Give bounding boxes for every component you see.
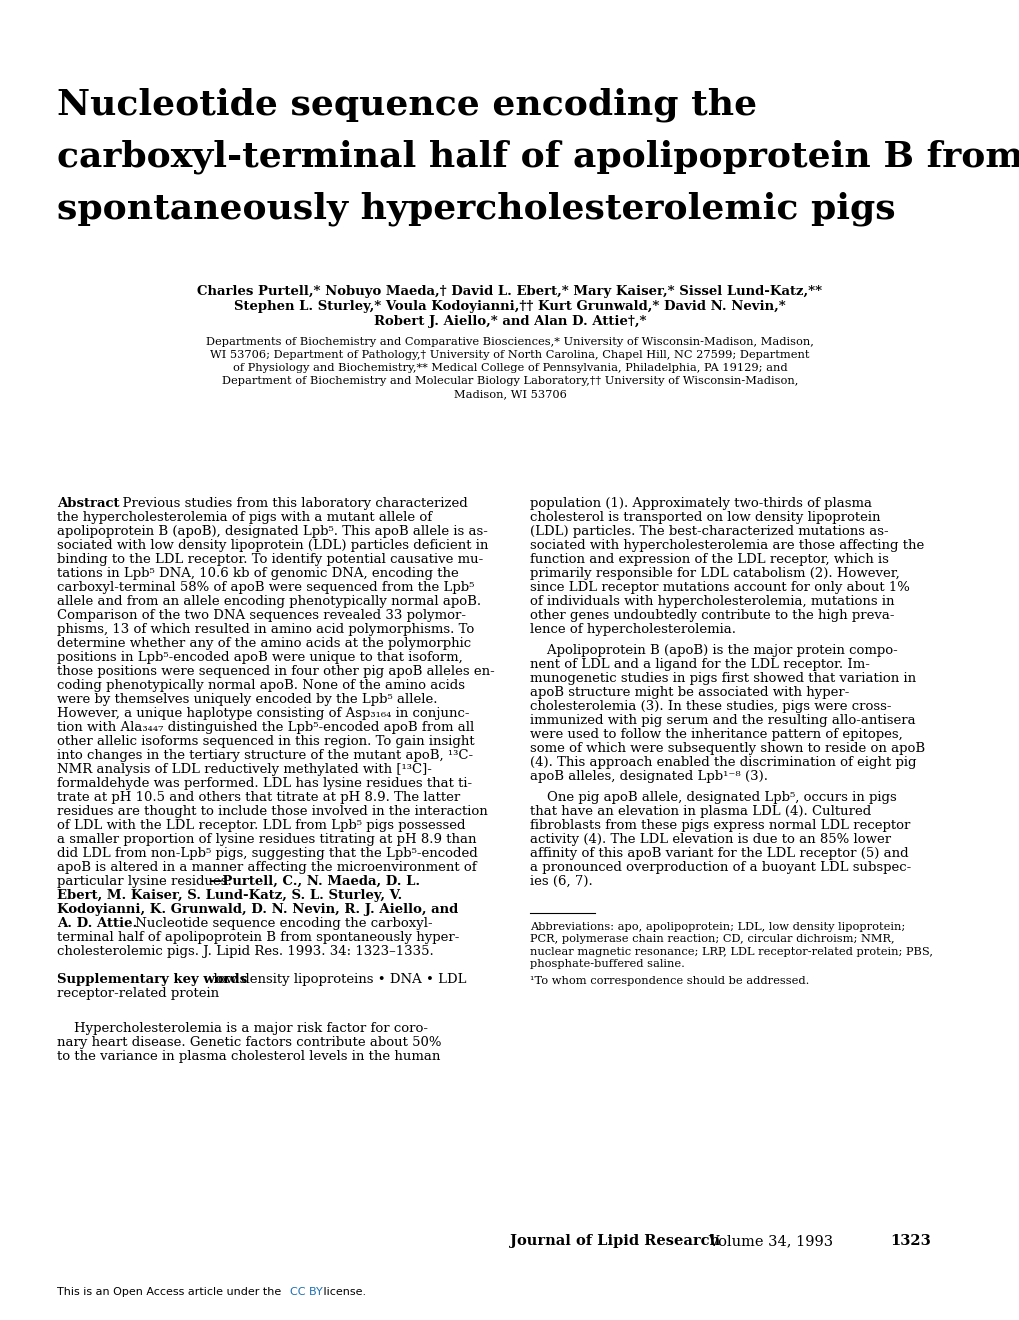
Text: of LDL with the LDL receptor. LDL from Lpb⁵ pigs possessed: of LDL with the LDL receptor. LDL from L… [57, 818, 465, 832]
Text: Previous studies from this laboratory characterized: Previous studies from this laboratory ch… [114, 498, 468, 510]
Text: nent of LDL and a ligand for the LDL receptor. Im-: nent of LDL and a ligand for the LDL rec… [530, 657, 869, 671]
Text: tion with Ala₃₄₄₇ distinguished the Lpb⁵-encoded apoB from all: tion with Ala₃₄₄₇ distinguished the Lpb⁵… [57, 721, 474, 734]
Text: some of which were subsequently shown to reside on apoB: some of which were subsequently shown to… [530, 742, 924, 755]
Text: fibroblasts from these pigs express normal LDL receptor: fibroblasts from these pigs express norm… [530, 818, 910, 832]
Text: Journal of Lipid Research: Journal of Lipid Research [510, 1234, 719, 1247]
Text: Nucleotide sequence encoding the: Nucleotide sequence encoding the [57, 88, 756, 123]
Text: cholesterolemic pigs. J. Lipid Res. 1993. 34: 1323–1335.: cholesterolemic pigs. J. Lipid Res. 1993… [57, 945, 433, 958]
Text: low density lipoproteins • DNA • LDL: low density lipoproteins • DNA • LDL [205, 973, 466, 986]
Text: receptor-related protein: receptor-related protein [57, 987, 219, 1001]
Text: One pig apoB allele, designated Lpb⁵, occurs in pigs: One pig apoB allele, designated Lpb⁵, oc… [530, 791, 896, 804]
Text: Departments of Biochemistry and Comparative Biosciences,* University of Wisconsi: Departments of Biochemistry and Comparat… [206, 337, 813, 347]
Text: carboxyl-terminal half of apolipoprotein B from: carboxyl-terminal half of apolipoprotein… [57, 140, 1019, 174]
Text: trate at pH 10.5 and others that titrate at pH 8.9. The latter: trate at pH 10.5 and others that titrate… [57, 791, 460, 804]
Text: residues are thought to include those involved in the interaction: residues are thought to include those in… [57, 805, 487, 818]
Text: This is an Open Access article under the: This is an Open Access article under the [57, 1287, 284, 1298]
Text: PCR, polymerase chain reaction; CD, circular dichroism; NMR,: PCR, polymerase chain reaction; CD, circ… [530, 935, 894, 944]
Text: tations in Lpb⁵ DNA, 10.6 kb of genomic DNA, encoding the: tations in Lpb⁵ DNA, 10.6 kb of genomic … [57, 568, 459, 579]
Text: affinity of this apoB variant for the LDL receptor (5) and: affinity of this apoB variant for the LD… [530, 847, 908, 861]
Text: ies (6, 7).: ies (6, 7). [530, 875, 592, 888]
Text: coding phenotypically normal apoB. None of the amino acids: coding phenotypically normal apoB. None … [57, 678, 465, 692]
Text: nuclear magnetic resonance; LRP, LDL receptor-related protein; PBS,: nuclear magnetic resonance; LRP, LDL rec… [530, 946, 932, 957]
Text: apoB structure might be associated with hyper-: apoB structure might be associated with … [530, 686, 849, 700]
Text: Comparison of the two DNA sequences revealed 33 polymor-: Comparison of the two DNA sequences reve… [57, 609, 466, 622]
Text: ¹To whom correspondence should be addressed.: ¹To whom correspondence should be addres… [530, 975, 809, 986]
Text: that have an elevation in plasma LDL (4). Cultured: that have an elevation in plasma LDL (4)… [530, 805, 870, 818]
Text: other genes undoubtedly contribute to the high preva-: other genes undoubtedly contribute to th… [530, 609, 894, 622]
Text: Department of Biochemistry and Molecular Biology Laboratory,†† University of Wis: Department of Biochemistry and Molecular… [221, 376, 798, 385]
Text: Apolipoprotein B (apoB) is the major protein compo-: Apolipoprotein B (apoB) is the major pro… [530, 644, 897, 657]
Text: 1323: 1323 [890, 1234, 930, 1247]
Text: Hypercholesterolemia is a major risk factor for coro-: Hypercholesterolemia is a major risk fac… [57, 1022, 428, 1035]
Text: cholesterolemia (3). In these studies, pigs were cross-: cholesterolemia (3). In these studies, p… [530, 700, 891, 713]
Text: However, a unique haplotype consisting of Asp₃₁₆₄ in conjunc-: However, a unique haplotype consisting o… [57, 708, 469, 719]
Text: of individuals with hypercholesterolemia, mutations in: of individuals with hypercholesterolemia… [530, 595, 894, 609]
Text: A. D. Attie.: A. D. Attie. [57, 917, 138, 931]
Text: Abbreviations: apo, apolipoprotein; LDL, low density lipoprotein;: Abbreviations: apo, apolipoprotein; LDL,… [530, 921, 905, 932]
Text: particular lysine residues.: particular lysine residues. [57, 875, 231, 888]
Text: determine whether any of the amino acids at the polymorphic: determine whether any of the amino acids… [57, 638, 471, 649]
Text: function and expression of the LDL receptor, which is: function and expression of the LDL recep… [530, 553, 888, 566]
Text: nary heart disease. Genetic factors contribute about 50%: nary heart disease. Genetic factors cont… [57, 1036, 441, 1049]
Text: sociated with low density lipoprotein (LDL) particles deficient in: sociated with low density lipoprotein (L… [57, 539, 488, 552]
Text: a pronounced overproduction of a buoyant LDL subspec-: a pronounced overproduction of a buoyant… [530, 861, 910, 874]
Text: apoB alleles, designated Lpb¹⁻⁸ (3).: apoB alleles, designated Lpb¹⁻⁸ (3). [530, 770, 767, 783]
Text: WI 53706; Department of Pathology,† University of North Carolina, Chapel Hill, N: WI 53706; Department of Pathology,† Univ… [210, 350, 809, 360]
Text: immunized with pig serum and the resulting allo-antisera: immunized with pig serum and the resulti… [530, 714, 915, 727]
Text: Volume 34, 1993: Volume 34, 1993 [694, 1234, 833, 1247]
Text: Nucleotide sequence encoding the carboxyl-: Nucleotide sequence encoding the carboxy… [130, 917, 432, 931]
Text: carboxyl-terminal 58% of apoB were sequenced from the Lpb⁵: carboxyl-terminal 58% of apoB were seque… [57, 581, 474, 594]
Text: license.: license. [320, 1287, 366, 1298]
Text: positions in Lpb⁵-encoded apoB were unique to that isoform,: positions in Lpb⁵-encoded apoB were uniq… [57, 651, 463, 664]
Text: binding to the LDL receptor. To identify potential causative mu-: binding to the LDL receptor. To identify… [57, 553, 483, 566]
Text: phosphate-buffered saline.: phosphate-buffered saline. [530, 960, 684, 969]
Text: munogenetic studies in pigs first showed that variation in: munogenetic studies in pigs first showed… [530, 672, 915, 685]
Text: to the variance in plasma cholesterol levels in the human: to the variance in plasma cholesterol le… [57, 1049, 440, 1063]
Text: cholesterol is transported on low density lipoprotein: cholesterol is transported on low densit… [530, 511, 879, 524]
Text: Charles Purtell,* Nobuyo Maeda,† David L. Ebert,* Mary Kaiser,* Sissel Lund-Katz: Charles Purtell,* Nobuyo Maeda,† David L… [198, 285, 821, 298]
Text: CC BY: CC BY [289, 1287, 322, 1298]
Text: those positions were sequenced in four other pig apoB alleles en-: those positions were sequenced in four o… [57, 665, 494, 678]
Text: population (1). Approximately two-thirds of plasma: population (1). Approximately two-thirds… [530, 498, 871, 510]
Text: phisms, 13 of which resulted in amino acid polymorphisms. To: phisms, 13 of which resulted in amino ac… [57, 623, 474, 636]
Text: Madison, WI 53706: Madison, WI 53706 [453, 389, 566, 399]
Text: (4). This approach enabled the discrimination of eight pig: (4). This approach enabled the discrimin… [530, 756, 916, 770]
Text: Kodoyianni, K. Grunwald, D. N. Nevin, R. J. Aiello, and: Kodoyianni, K. Grunwald, D. N. Nevin, R.… [57, 903, 458, 916]
Text: a smaller proportion of lysine residues titrating at pH 8.9 than: a smaller proportion of lysine residues … [57, 833, 476, 846]
Text: apoB is altered in a manner affecting the microenvironment of: apoB is altered in a manner affecting th… [57, 861, 476, 874]
Text: Abstract: Abstract [57, 498, 119, 510]
Text: terminal half of apolipoprotein B from spontaneously hyper-: terminal half of apolipoprotein B from s… [57, 931, 459, 944]
Text: lence of hypercholesterolemia.: lence of hypercholesterolemia. [530, 623, 736, 636]
Text: into changes in the tertiary structure of the mutant apoB, ¹³C-: into changes in the tertiary structure o… [57, 748, 473, 762]
Text: since LDL receptor mutations account for only about 1%: since LDL receptor mutations account for… [530, 581, 909, 594]
Text: formaldehyde was performed. LDL has lysine residues that ti-: formaldehyde was performed. LDL has lysi… [57, 777, 472, 789]
Text: (LDL) particles. The best-characterized mutations as-: (LDL) particles. The best-characterized … [530, 525, 888, 539]
Text: allele and from an allele encoding phenotypically normal apoB.: allele and from an allele encoding pheno… [57, 595, 481, 609]
Text: the hypercholesterolemia of pigs with a mutant allele of: the hypercholesterolemia of pigs with a … [57, 511, 432, 524]
Text: sociated with hypercholesterolemia are those affecting the: sociated with hypercholesterolemia are t… [530, 539, 923, 552]
Text: spontaneously hypercholesterolemic pigs: spontaneously hypercholesterolemic pigs [57, 191, 895, 227]
Text: activity (4). The LDL elevation is due to an 85% lower: activity (4). The LDL elevation is due t… [530, 833, 891, 846]
Text: were used to follow the inheritance pattern of epitopes,: were used to follow the inheritance patt… [530, 729, 902, 741]
Text: primarily responsible for LDL catabolism (2). However,: primarily responsible for LDL catabolism… [530, 568, 899, 579]
Text: Supplementary key words: Supplementary key words [57, 973, 247, 986]
Text: Robert J. Aiello,* and Alan D. Attie†,*: Robert J. Aiello,* and Alan D. Attie†,* [373, 315, 646, 327]
Text: NMR analysis of LDL reductively methylated with [¹³C]-: NMR analysis of LDL reductively methylat… [57, 763, 431, 776]
Text: —Purtell, C., N. Maeda, D. L.: —Purtell, C., N. Maeda, D. L. [209, 875, 420, 888]
Text: Stephen L. Sturley,* Voula Kodoyianni,†† Kurt Grunwald,* David N. Nevin,*: Stephen L. Sturley,* Voula Kodoyianni,††… [234, 300, 785, 313]
Text: were by themselves uniquely encoded by the Lpb⁵ allele.: were by themselves uniquely encoded by t… [57, 693, 437, 706]
Text: other allelic isoforms sequenced in this region. To gain insight: other allelic isoforms sequenced in this… [57, 735, 474, 748]
Text: Ebert, M. Kaiser, S. Lund-Katz, S. L. Sturley, V.: Ebert, M. Kaiser, S. Lund-Katz, S. L. St… [57, 888, 401, 902]
Text: apolipoprotein B (apoB), designated Lpb⁵. This apoB allele is as-: apolipoprotein B (apoB), designated Lpb⁵… [57, 525, 487, 539]
Text: did LDL from non-Lpb⁵ pigs, suggesting that the Lpb⁵-encoded: did LDL from non-Lpb⁵ pigs, suggesting t… [57, 847, 477, 861]
Text: of Physiology and Biochemistry,** Medical College of Pennsylvania, Philadelphia,: of Physiology and Biochemistry,** Medica… [232, 363, 787, 374]
